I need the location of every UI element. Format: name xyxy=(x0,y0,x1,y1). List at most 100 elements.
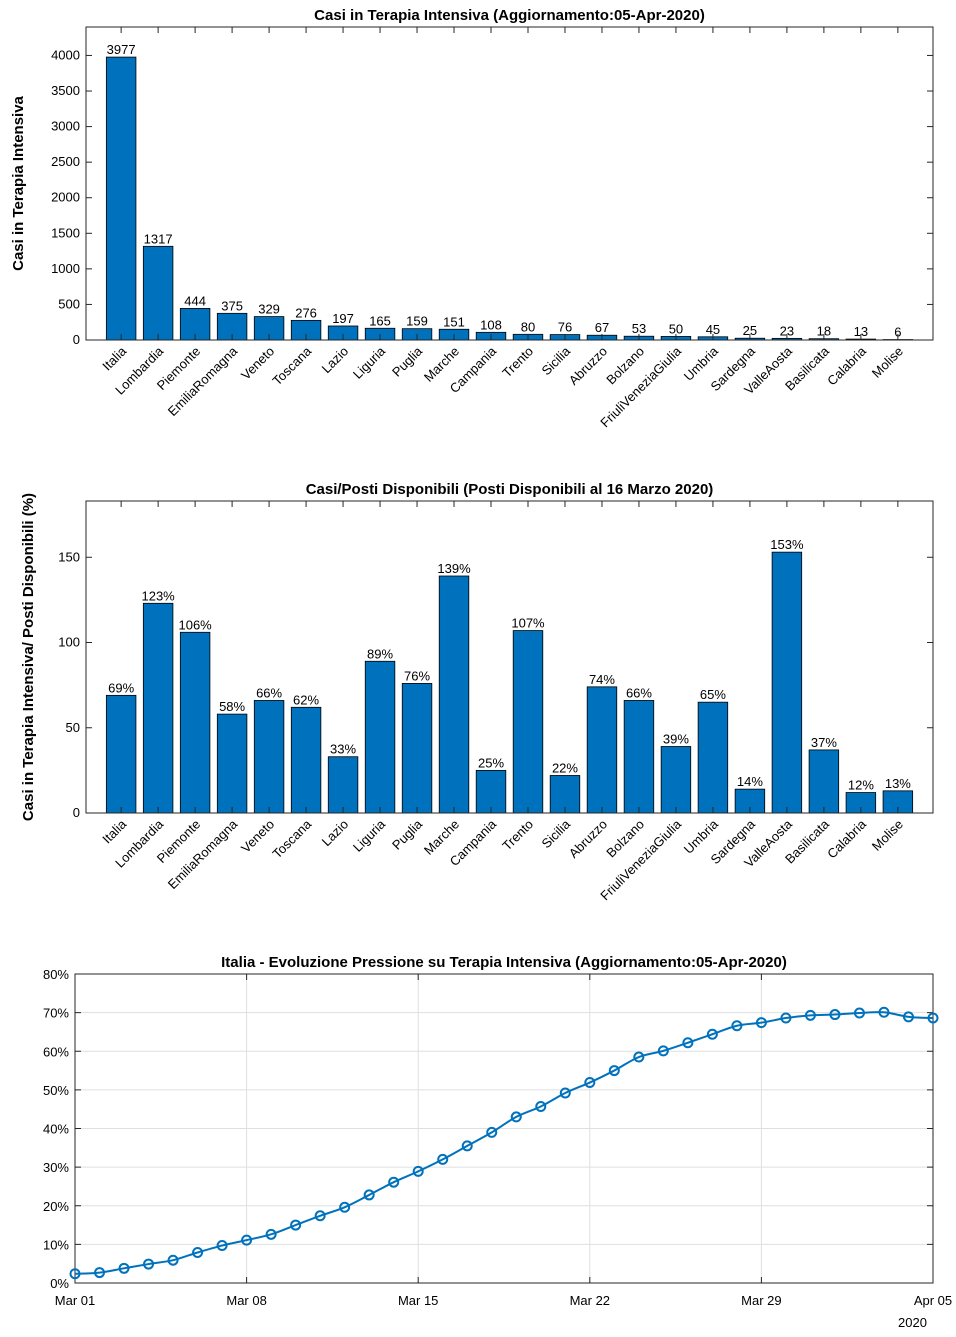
y-tick-label: 40% xyxy=(43,1122,69,1137)
data-label: 13% xyxy=(885,776,911,791)
data-label: 12% xyxy=(848,778,874,793)
y-tick-label: 20% xyxy=(43,1199,69,1214)
y-tick-label: 0% xyxy=(50,1276,69,1291)
x-tick-label: Toscana xyxy=(269,343,314,388)
data-label: 67 xyxy=(595,320,609,335)
data-label: 39% xyxy=(663,732,689,747)
y-tick-label: 50 xyxy=(66,720,80,735)
data-label: 37% xyxy=(811,735,837,750)
x-tick-label: Liguria xyxy=(350,816,389,855)
y-tick-label: 3000 xyxy=(51,119,80,134)
bar-valleaosta xyxy=(772,552,802,813)
bar-marche xyxy=(439,576,469,813)
bar-abruzzo xyxy=(587,687,617,813)
data-label: 1317 xyxy=(144,231,173,246)
bar-basilicata xyxy=(809,750,839,813)
chart-title: Casi/Posti Disponibili (Posti Disponibil… xyxy=(306,481,714,498)
y-tick-label: 3500 xyxy=(51,83,80,98)
bar-chart-icu-cases: 3977 1317 444 375 329 276 197 165 159 151 108 80 76 6… xyxy=(10,7,933,430)
data-label: 444 xyxy=(184,293,206,308)
x-tick-label: Mar 08 xyxy=(226,1293,266,1308)
y-tick-label: 0 xyxy=(73,805,80,820)
x-tick-label: Abruzzo xyxy=(566,344,610,388)
bar-lombardia xyxy=(143,603,173,813)
x-tick-label: Sicilia xyxy=(538,816,573,851)
x-tick-label: Liguria xyxy=(350,343,389,382)
data-label: 151 xyxy=(443,314,465,329)
bar-lombardia xyxy=(143,246,173,340)
x-tick-label: Italia xyxy=(99,343,130,374)
bar-italia xyxy=(106,695,136,813)
y-tick-label: 10% xyxy=(43,1237,69,1252)
y-tick-label: 150 xyxy=(58,549,80,564)
x-tick-label: Italia xyxy=(99,816,130,847)
data-label: 89% xyxy=(367,646,393,661)
x-tick-label: Calabria xyxy=(824,343,869,388)
data-label: 329 xyxy=(258,302,280,317)
y-tick-label: 30% xyxy=(43,1160,69,1175)
plot-area xyxy=(86,501,933,813)
bar-umbria xyxy=(698,702,728,813)
data-label: 76% xyxy=(404,668,430,683)
x-tick-label: Molise xyxy=(869,817,906,854)
x-tick-label: Lazio xyxy=(319,817,352,850)
bar-campania xyxy=(476,770,506,813)
x-tick-label: Toscana xyxy=(269,816,314,861)
data-label: 66% xyxy=(256,685,282,700)
data-label: 53 xyxy=(632,321,646,336)
x-tick-label: Sicilia xyxy=(538,343,573,378)
data-label: 165 xyxy=(369,313,391,328)
y-tick-label: 2000 xyxy=(51,190,80,205)
data-label: 153% xyxy=(770,537,804,552)
x-tick-label: Trento xyxy=(499,817,536,854)
y-axis-label: Casi in Terapia Intensiva xyxy=(10,95,27,270)
data-label: 107% xyxy=(511,616,545,631)
x-tick-label: Molise xyxy=(869,344,906,381)
data-label: 276 xyxy=(295,305,317,320)
bar-friuliveneziagiulia xyxy=(661,747,691,813)
data-label: 108 xyxy=(480,317,502,332)
y-tick-label: 1500 xyxy=(51,225,80,240)
y-tick-label: 500 xyxy=(58,296,80,311)
data-label: 62% xyxy=(293,692,319,707)
data-label: 69% xyxy=(108,680,134,695)
y-tick-label: 60% xyxy=(43,1044,69,1059)
y-tick-label: 1000 xyxy=(51,261,80,276)
y-tick-label: 100 xyxy=(58,635,80,650)
chart-title: Italia - Evoluzione Pressione su Terapia… xyxy=(221,954,787,971)
data-label: 106% xyxy=(178,617,212,632)
data-label: 197 xyxy=(332,311,354,326)
x-tick-label: Trento xyxy=(499,344,536,381)
data-label: 33% xyxy=(330,742,356,757)
data-label: 65% xyxy=(700,687,726,702)
x-tick-label: Mar 22 xyxy=(570,1293,610,1308)
bar-puglia xyxy=(402,683,432,813)
bar-bolzano xyxy=(624,700,654,813)
data-label: 159 xyxy=(406,314,428,329)
y-axis-label: Casi in Terapia Intensiva/ Posti Disponi… xyxy=(20,493,37,821)
y-tick-label: 50% xyxy=(43,1083,69,1098)
data-label: 25% xyxy=(478,755,504,770)
bar-emiliaromagna xyxy=(217,714,247,813)
data-label: 58% xyxy=(219,699,245,714)
data-label: 3977 xyxy=(107,42,136,57)
x-tick-label: Abruzzo xyxy=(566,817,610,861)
x-tick-label: Lazio xyxy=(319,344,352,377)
y-tick-label: 4000 xyxy=(51,47,80,62)
bar-liguria xyxy=(365,661,395,813)
data-label: 123% xyxy=(141,588,175,603)
data-label: 80 xyxy=(521,319,535,334)
bar-veneto xyxy=(254,700,284,813)
y-tick-label: 70% xyxy=(43,1006,69,1021)
bar-piemonte xyxy=(180,632,210,813)
data-label: 375 xyxy=(221,298,243,313)
y-tick-label: 0 xyxy=(73,332,80,347)
data-label: 76 xyxy=(558,320,572,335)
x-tick-label: Apr 05 xyxy=(914,1293,952,1308)
bar-toscana xyxy=(291,707,321,813)
y-tick-label: 2500 xyxy=(51,154,80,169)
bar-chart-cases-per-beds: 69%123%106%58%66%62%33%89%76%139%25%107%… xyxy=(20,481,933,903)
